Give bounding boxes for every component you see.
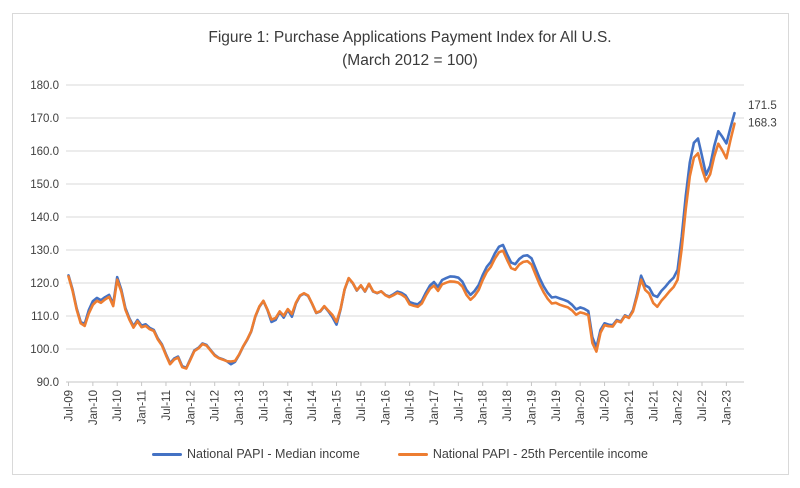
x-tick-label: Jan-10 (88, 390, 100, 425)
x-tick-label: Jan-12 (185, 390, 197, 425)
x-tick-label: Jan-14 (283, 389, 295, 425)
x-tick-label: Jan-13 (234, 390, 246, 425)
x-tick-label: Jul-15 (356, 390, 368, 421)
x-tick-label: Jan-16 (380, 390, 392, 425)
x-tick-label: Jan-21 (624, 390, 636, 425)
x-tick-label: Jul-14 (307, 389, 319, 421)
x-tick-label: Jan-11 (137, 390, 149, 424)
y-tick-label: 150.0 (30, 179, 59, 191)
x-tick-label: Jan-17 (429, 390, 441, 425)
x-tick-label: Jan-23 (721, 390, 733, 425)
x-tick-label: Jan-22 (673, 390, 685, 425)
x-tick-label: Jul-13 (258, 390, 270, 421)
x-tick-label: Jul-19 (551, 390, 563, 421)
x-tick-label: Jul-10 (112, 390, 124, 421)
x-tick-label: Jan-20 (575, 390, 587, 425)
x-tick-label: Jul-20 (600, 390, 612, 421)
y-tick-label: 180.0 (30, 80, 59, 92)
legend-item-25th-percentile: National PAPI - 25th Percentile income (397, 447, 648, 461)
legend-label-25th-percentile: National PAPI - 25th Percentile income (432, 447, 648, 461)
x-tick-label: Jan-15 (332, 390, 344, 425)
x-tick-label: Jul-21 (648, 390, 660, 421)
chart-border (12, 13, 789, 475)
y-tick-label: 100.0 (30, 344, 59, 356)
x-tick-label: Jul-12 (210, 390, 222, 421)
end-label-25th-percentile: 168.3 (748, 118, 777, 130)
y-tick-label: 140.0 (30, 212, 59, 224)
end-label-median: 171.5 (748, 100, 777, 112)
y-tick-label: 130.0 (30, 245, 59, 257)
legend-swatch-median-line (152, 452, 183, 456)
y-tick-label: 120.0 (30, 278, 59, 290)
series-line-25th-percentile (67, 122, 736, 370)
y-tick-label: 170.0 (30, 113, 59, 125)
legend-swatch-25th-percentile-line (397, 452, 428, 456)
x-tick-label: Jul-09 (64, 390, 76, 421)
x-tick-label: Jul-16 (405, 390, 417, 421)
y-tick-label: 90.0 (37, 377, 59, 389)
x-tick-label: Jan-19 (526, 390, 538, 425)
x-tick-label: Jul-17 (453, 390, 465, 421)
legend-item-median: National PAPI - Median income (152, 447, 360, 461)
x-tick-label: Jan-18 (478, 390, 490, 425)
x-tick-label: Jul-11 (161, 390, 173, 420)
y-tick-label: 160.0 (30, 146, 59, 158)
chart-title-line1: Figure 1: Purchase Applications Payment … (208, 29, 612, 46)
y-tick-label: 110.0 (31, 311, 59, 323)
chart-title-line2: (March 2012 = 100) (342, 52, 478, 69)
x-tick-label: Jul-22 (697, 390, 709, 421)
legend: National PAPI - Median income National P… (0, 443, 800, 465)
legend-label-median: National PAPI - Median income (187, 447, 360, 461)
x-tick-label: Jul-18 (502, 390, 514, 421)
chart-title: Figure 1: Purchase Applications Payment … (60, 26, 760, 72)
